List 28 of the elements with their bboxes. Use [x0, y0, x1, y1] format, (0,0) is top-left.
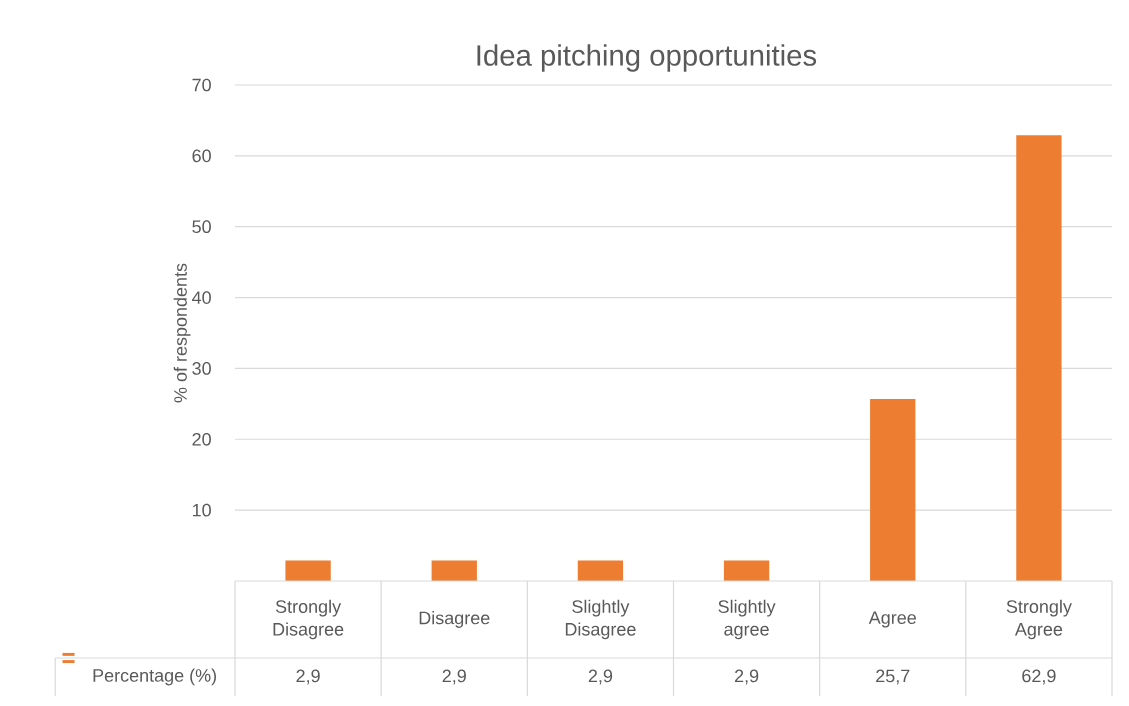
- bar: [723, 560, 770, 581]
- y-tick-label: 70: [192, 78, 211, 92]
- chart-title: Idea pitching opportunities: [477, 44, 817, 72]
- data-label: 62,9: [1022, 669, 1056, 685]
- y-tick-label: 30: [192, 362, 211, 375]
- y-tick-label: 50: [192, 220, 211, 234]
- x-tick-label: Slightly agree: [718, 599, 776, 640]
- y-axis-title: % of respondents: [173, 263, 191, 403]
- x-tick-label: Slightly Disagree: [565, 599, 636, 640]
- y-tick-label: 60: [192, 149, 211, 163]
- y-tick-label: 10: [192, 503, 211, 517]
- data-label: 2,9: [588, 669, 613, 685]
- bar: [431, 560, 477, 581]
- data-label: 2,9: [442, 669, 466, 685]
- data-label: 2,9: [296, 669, 320, 685]
- x-tick-label: Agree: [868, 611, 916, 628]
- y-tick-label: 40: [192, 291, 211, 304]
- y-tick-label: 20: [192, 432, 211, 446]
- x-tick-label: Disagree: [419, 611, 490, 628]
- x-tick-label: Strongly Disagree: [273, 599, 344, 640]
- bar: [285, 560, 331, 581]
- x-tick-label: Strongly Agree: [1006, 599, 1072, 640]
- data-label: 2,9: [734, 669, 759, 685]
- text: Percentage (%): [93, 668, 216, 686]
- bar: [870, 398, 916, 581]
- data-label: 25,7: [876, 669, 910, 685]
- bar: [577, 560, 624, 581]
- bar: [1016, 135, 1062, 581]
